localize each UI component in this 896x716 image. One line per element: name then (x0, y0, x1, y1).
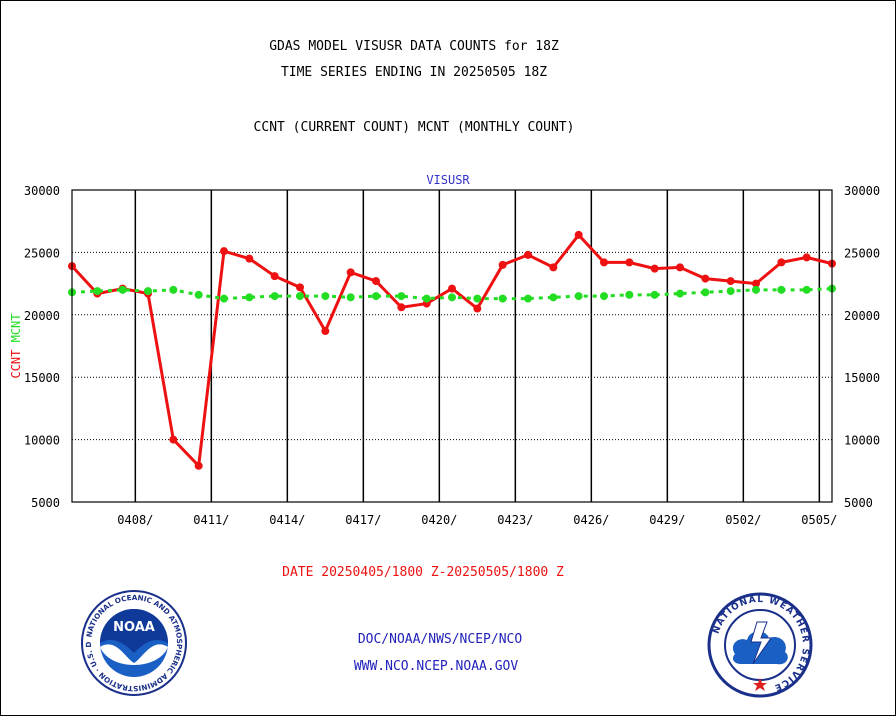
series-line-ccnt (70, 232, 833, 470)
y-tick-label-left: 30000 (24, 184, 60, 198)
data-point-ccnt (777, 258, 786, 267)
data-point-mcnt (701, 288, 710, 297)
data-point-ccnt (802, 253, 811, 262)
y-label-ccnt: CCNT (9, 350, 23, 379)
data-point-ccnt (676, 263, 684, 272)
data-point-ccnt (245, 254, 254, 263)
data-point-mcnt (574, 292, 583, 301)
data-point-mcnt (625, 290, 634, 299)
data-point-mcnt (448, 293, 456, 302)
data-point-mcnt (524, 294, 532, 303)
data-point-mcnt (726, 287, 735, 296)
y-tick-label-right: 20000 (844, 309, 880, 323)
y-tick-label-right: 25000 (844, 246, 880, 260)
data-point-ccnt (600, 258, 608, 267)
x-tick-label: 0426/ (573, 513, 609, 527)
date-range-label: DATE 20250405/1800 Z-20250505/1800 Z (282, 565, 564, 580)
data-point-ccnt (752, 279, 760, 288)
data-point-ccnt (448, 284, 456, 293)
data-point-mcnt (676, 289, 684, 298)
y-tick-label-left: 25000 (24, 246, 60, 260)
data-point-ccnt (321, 327, 330, 336)
nco-website-link[interactable]: WWW.NCO.NCEP.NOAA.GOV (353, 659, 519, 674)
data-point-ccnt (169, 435, 178, 444)
y-tick-label-left: 20000 (24, 309, 60, 323)
data-point-ccnt (372, 277, 380, 286)
grid-layer (72, 190, 832, 502)
data-point-ccnt (498, 260, 507, 269)
data-point-ccnt (296, 283, 304, 292)
data-point-mcnt (118, 285, 127, 294)
data-point-mcnt (144, 287, 152, 296)
x-tick-label: 0502/ (725, 513, 761, 527)
data-point-mcnt (245, 293, 254, 302)
chart-title-line2: TIME SERIES ENDING IN 20250505 18Z (280, 65, 548, 80)
nco-path-text: DOC/NOAA/NWS/NCEP/NCO (357, 632, 523, 647)
data-point-ccnt (701, 274, 710, 283)
y-tick-label-left: 10000 (24, 434, 60, 448)
data-point-ccnt (549, 263, 558, 272)
data-point-ccnt (524, 250, 532, 259)
noaa-logo: NATIONAL OCEANIC AND ATMOSPHERIC ADMINIS… (80, 589, 187, 696)
data-point-mcnt (777, 285, 786, 294)
data-point-mcnt (93, 287, 102, 296)
y-tick-label-right: 10000 (844, 434, 880, 448)
x-tick-label: 0408/ (117, 513, 153, 527)
panel-label: VISUSR (426, 173, 470, 187)
data-point-mcnt (372, 292, 380, 301)
x-tick-label: 0411/ (193, 513, 229, 527)
data-point-mcnt (220, 294, 228, 303)
x-tick-label: 0505/ (801, 513, 837, 527)
data-point-mcnt (650, 290, 659, 299)
data-point-ccnt (397, 303, 406, 312)
x-tick-label: 0420/ (421, 513, 457, 527)
data-point-mcnt (752, 285, 760, 294)
x-tick-label: 0423/ (497, 513, 533, 527)
data-point-ccnt (726, 277, 735, 286)
data-point-mcnt (346, 293, 355, 302)
x-tick-label: 0417/ (345, 513, 381, 527)
y-tick-label-left: 15000 (24, 371, 60, 385)
y-tick-label-right: 5000 (844, 496, 873, 510)
data-point-mcnt (397, 292, 406, 301)
data-point-ccnt (574, 230, 583, 239)
data-point-ccnt (194, 461, 203, 470)
x-tick-label: 0414/ (269, 513, 305, 527)
nws-logo: NATIONAL WEATHER SERVICE (707, 592, 813, 698)
series-layer (68, 230, 836, 470)
y-axis-label: CCNT MCNT (9, 313, 23, 378)
data-point-ccnt (473, 304, 482, 313)
data-point-ccnt (220, 247, 228, 256)
data-point-mcnt (498, 294, 507, 303)
y-label-mcnt: MCNT (9, 313, 23, 342)
y-tick-label-right: 30000 (844, 184, 880, 198)
data-point-mcnt (802, 285, 811, 294)
y-tick-label-right: 15000 (844, 371, 880, 385)
data-point-mcnt (194, 290, 203, 299)
data-point-mcnt (600, 292, 608, 301)
data-point-ccnt (650, 264, 659, 273)
data-point-ccnt (625, 258, 634, 267)
chart-subtitle: CCNT (CURRENT COUNT) MCNT (MONTHLY COUNT… (253, 120, 575, 135)
data-point-ccnt (346, 268, 355, 277)
axis-layer: 5000 5000 10000 10000 15000 15000 20000 20000 25… (24, 184, 880, 527)
data-point-ccnt (270, 272, 279, 281)
chart-title-line1: GDAS MODEL VISUSR DATA COUNTS for 18Z (269, 39, 559, 54)
data-point-mcnt (270, 292, 279, 301)
data-point-mcnt (473, 294, 482, 303)
x-tick-label: 0429/ (649, 513, 685, 527)
data-point-mcnt (422, 294, 431, 303)
data-point-mcnt (321, 292, 330, 301)
data-point-mcnt (169, 285, 178, 294)
plot-border (71, 189, 833, 503)
data-point-mcnt (296, 292, 304, 301)
data-point-mcnt (549, 293, 558, 302)
y-tick-label-left: 5000 (31, 496, 60, 510)
svg-text:CCNT MCNT: CCNT MCNT (9, 313, 23, 378)
noaa-wordmark: NOAA (113, 620, 155, 635)
